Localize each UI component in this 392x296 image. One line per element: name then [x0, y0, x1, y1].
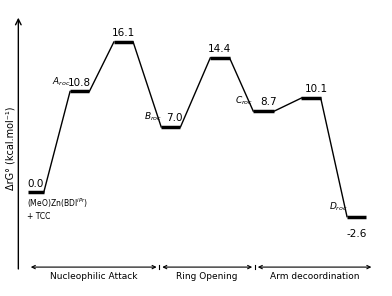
Text: 14.4: 14.4	[208, 44, 232, 54]
Text: $D_{roc}$: $D_{roc}$	[329, 200, 348, 213]
Y-axis label: ΔrG° (kcal.mol⁻¹): ΔrG° (kcal.mol⁻¹)	[5, 106, 16, 190]
Text: Nucleophilic Attack: Nucleophilic Attack	[50, 272, 138, 281]
Text: $C_{roc}$: $C_{roc}$	[236, 95, 254, 107]
Text: 10.8: 10.8	[68, 78, 91, 88]
Text: Ring Opening: Ring Opening	[176, 272, 238, 281]
Text: 0.0: 0.0	[28, 178, 44, 189]
Text: Arm decoordination: Arm decoordination	[270, 272, 359, 281]
Text: 8.7: 8.7	[261, 97, 277, 107]
Text: $A_{roc}$: $A_{roc}$	[51, 75, 70, 88]
Text: $B_{roc}$: $B_{roc}$	[144, 111, 162, 123]
Text: 16.1: 16.1	[112, 28, 135, 38]
Text: -2.6: -2.6	[347, 229, 367, 239]
Text: 7.0: 7.0	[166, 113, 183, 123]
Text: (MeO)Zn(BDI$^{iPr}$)
+ TCC: (MeO)Zn(BDI$^{iPr}$) + TCC	[27, 197, 88, 221]
Text: 10.1: 10.1	[305, 84, 328, 94]
